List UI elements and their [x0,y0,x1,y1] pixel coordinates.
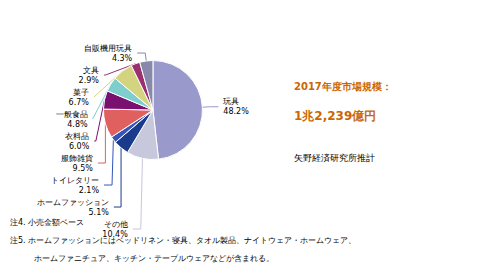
svg-text:10.4%: 10.4% [102,230,128,239]
svg-text:ホームファニチュア、キッチン・テーブルウェアなどが含まれる。: ホームファニチュア、キッチン・テーブルウェアなどが含まれる。 [10,254,274,263]
svg-text:ホームファッション: ホームファッション [37,198,109,207]
svg-text:注5. ホームファッションにはベッドリネン・寝具、タオル製品: 注5. ホームファッションにはベッドリネン・寝具、タオル製品、ナイトウェア・ホー… [10,236,356,245]
svg-text:衣料品: 衣料品 [65,132,89,141]
svg-text:自販機用玩具: 自販機用玩具 [84,44,132,53]
svg-text:その他: その他 [104,220,128,229]
svg-text:5.1%: 5.1% [88,208,109,217]
svg-text:6.7%: 6.7% [69,98,90,107]
svg-text:9.5%: 9.5% [73,164,94,173]
svg-text:48.2%: 48.2% [223,107,249,116]
svg-text:2017年度市場規模：: 2017年度市場規模： [294,81,392,92]
svg-text:1兆2,239億円: 1兆2,239億円 [294,109,376,123]
svg-text:菓子: 菓子 [73,88,89,97]
svg-text:6.0%: 6.0% [69,142,90,151]
svg-text:2.9%: 2.9% [79,76,100,85]
svg-text:注4. 小売金額ベース: 注4. 小売金額ベース [10,218,84,227]
svg-text:服飾雑貨: 服飾雑貨 [61,154,93,163]
svg-text:2.1%: 2.1% [79,186,100,195]
svg-text:玩具: 玩具 [223,97,239,106]
svg-text:4.3%: 4.3% [112,54,133,63]
svg-text:一般食品: 一般食品 [56,110,88,119]
svg-text:矢野経済研究所推計: 矢野経済研究所推計 [294,153,375,163]
svg-text:文具: 文具 [83,66,99,75]
svg-text:4.8%: 4.8% [67,120,88,129]
svg-text:トイレタリー: トイレタリー [51,176,99,185]
